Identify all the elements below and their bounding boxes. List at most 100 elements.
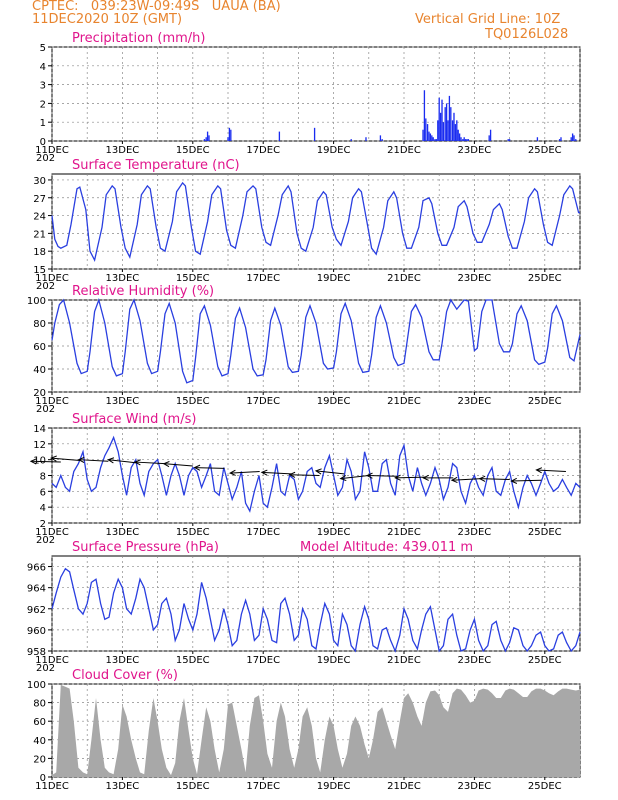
wind-year-fragment: 202 [36, 535, 55, 546]
precip-bar [206, 131, 209, 141]
wind-xtick-label: 11DEC [35, 527, 69, 538]
temperature-xtick-label: 23DEC [458, 273, 492, 284]
precip-bar [313, 127, 316, 141]
precip-xtick-label: 25DEC [528, 145, 562, 156]
precip-bar [458, 133, 461, 141]
precip-bar [457, 129, 459, 141]
pressure-xtick-label: 17DEC [246, 655, 280, 666]
wind-arrow [135, 461, 165, 465]
precip-bar [437, 120, 439, 141]
precip-ytick-label: 5 [40, 43, 46, 54]
wind-arrow-head [422, 474, 429, 481]
pressure-ytick-label: 960 [27, 626, 46, 637]
wind-arrow-head [365, 472, 373, 479]
precip-bar [438, 97, 440, 141]
precip-bar [431, 135, 433, 141]
precip-bar [445, 103, 448, 141]
wind-arrow-head [77, 456, 85, 464]
humidity-panel: 20 40 60 80 100 11DEC 13DEC 15DEC 17DEC 19DEC 21DE… [27, 284, 581, 415]
pressure-panel: 958 960 962 964 966 11DEC 13DEC 15DEC 17DEC 19DEC… [27, 540, 581, 674]
precip-bar [230, 129, 232, 141]
precip-bar [379, 135, 382, 141]
precip-bar [560, 137, 562, 141]
precip-xtick-label: 15DEC [176, 145, 210, 156]
humidity-title: Relative Humidity (%) [72, 284, 214, 299]
precip-bar [439, 112, 442, 141]
temperature-ytick-label: 21 [33, 229, 46, 240]
precip-bar [467, 139, 470, 141]
wind-arrow-head [535, 467, 543, 474]
wind-arrow-head [478, 475, 486, 482]
wind-arrow-head [162, 461, 170, 468]
wind-arrow [536, 469, 566, 473]
wind-arrow [163, 463, 193, 467]
precip-bar [463, 137, 465, 141]
temperature-ytick-label: 18 [33, 247, 46, 258]
humidity-xtick-label: 21DEC [387, 396, 421, 407]
precip-bar [425, 118, 427, 141]
wind-arrow [395, 476, 426, 479]
humidity-xtick-label: 11DEC [35, 396, 69, 407]
precip-bar [432, 137, 434, 141]
pressure-frame [51, 555, 581, 652]
precip-bar [508, 139, 511, 141]
pressure-xtick-label: 23DEC [458, 655, 492, 666]
wind-ytick-label: 14 [33, 424, 46, 435]
wind-xtick-label: 15DEC [176, 527, 210, 538]
humidity-xtick-label: 25DEC [528, 396, 562, 407]
temperature-xtick-label: 21DEC [387, 273, 421, 284]
cloud-ytick-label: 40 [33, 736, 46, 747]
precip-bar [227, 137, 229, 141]
precip-bar [365, 137, 367, 141]
precip-bar [423, 90, 426, 141]
pressure-annotation: Model Altitude: 439.011 m [300, 540, 473, 555]
humidity-xtick-label: 15DEC [176, 396, 210, 407]
wind-arrow-head [314, 468, 322, 475]
pressure-xtick-label: 11DEC [35, 655, 69, 666]
wind-arrow [511, 479, 542, 482]
precip-xtick-label: 19DEC [317, 145, 351, 156]
humidity-xtick-label: 19DEC [317, 396, 351, 407]
wind-arrow-head [339, 474, 347, 482]
humidity-ytick-label: 20 [33, 388, 46, 399]
precip-bar [447, 120, 449, 141]
cloud-ytick-label: 20 [33, 754, 46, 765]
cloud-title: Cloud Cover (%) [72, 668, 178, 683]
cloud-ytick-label: 60 [33, 717, 46, 728]
precip-bar [570, 137, 572, 141]
pressure-series-line [51, 567, 581, 653]
wind-xtick-label: 25DEC [528, 527, 562, 538]
precip-bar [558, 139, 561, 141]
wind-xtick-label: 21DEC [387, 527, 421, 538]
wind-ytick-label: 8 [40, 472, 46, 483]
cloud-xtick-label: 21DEC [387, 781, 421, 792]
precip-bar [466, 139, 468, 141]
temperature-ytick-label: 24 [33, 212, 46, 223]
temperature-series-line [51, 181, 580, 262]
precip-bar [488, 135, 490, 141]
precip-title: Precipitation (mm/h) [72, 31, 205, 46]
wind-arrow [289, 474, 320, 476]
wind-xtick-label: 23DEC [458, 527, 492, 538]
wind-arrow [230, 471, 260, 474]
precip-bar [571, 133, 574, 141]
precip-bar [441, 99, 443, 141]
wind-arrow-head [29, 458, 37, 465]
wind-arrow-head [288, 471, 296, 478]
precip-xtick-label: 13DEC [106, 145, 140, 156]
precip-bar [444, 107, 446, 141]
wind-arrow-head [450, 476, 458, 484]
wind-arrow [479, 478, 510, 480]
cloud-xtick-label: 11DEC [35, 781, 69, 792]
cloud-xtick-label: 15DEC [176, 781, 210, 792]
precip-panel: 0 1 2 3 4 5 11DEC 13DEC 15DEC 17DEC 19DEC 21DEC 23DE… [35, 31, 581, 164]
pressure-ytick-label: 962 [27, 605, 46, 616]
wind-arrow-head [133, 459, 141, 466]
precip-ytick-label: 3 [40, 81, 46, 92]
precip-ytick-label: 0 [40, 137, 46, 148]
wind-arrow-head [510, 477, 518, 484]
wind-arrow [108, 459, 137, 464]
precip-bar [462, 139, 464, 141]
wind-arrow-head [228, 469, 236, 476]
